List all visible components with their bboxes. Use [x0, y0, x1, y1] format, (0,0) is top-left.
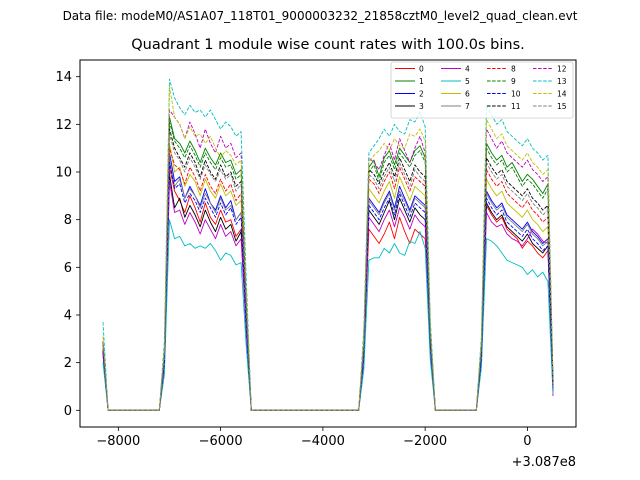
series-line-15	[102, 133, 554, 411]
y-tick-label: 14	[55, 70, 72, 85]
legend-label-2: 2	[419, 89, 424, 98]
legend-label-11: 11	[511, 102, 521, 111]
x-tick-label: −2000	[403, 434, 447, 449]
chart-title: Quadrant 1 module wise count rates with …	[131, 37, 525, 53]
legend-label-8: 8	[511, 64, 516, 73]
series-layer	[102, 78, 554, 411]
x-tick-label: −6000	[199, 434, 243, 449]
y-tick-label: 10	[55, 166, 72, 181]
suptitle: Data file: modeM0/AS1A07_118T01_90000032…	[63, 9, 578, 23]
x-tick-label: 0	[523, 434, 531, 449]
legend-label-13: 13	[557, 77, 567, 86]
x-tick-label: −4000	[301, 434, 345, 449]
legend-label-15: 15	[557, 102, 567, 111]
y-tick-label: 8	[64, 213, 72, 228]
legend-label-3: 3	[419, 102, 424, 111]
y-tick-label: 6	[64, 261, 72, 276]
legend-label-7: 7	[465, 102, 470, 111]
legend-label-6: 6	[465, 89, 470, 98]
legend-label-14: 14	[557, 89, 567, 98]
legend-label-0: 0	[419, 64, 424, 73]
y-tick-label: 2	[64, 356, 72, 371]
legend-label-9: 9	[511, 77, 516, 86]
x-offset-label: +3.087e8	[512, 455, 576, 470]
y-axis: 0 2 4 6 8 10 12 14	[55, 70, 80, 419]
axes-frame	[79, 59, 577, 428]
y-tick-label: 12	[55, 118, 72, 133]
y-tick-label: 0	[64, 404, 72, 419]
x-axis: −8000 −6000 −4000 −2000 0	[96, 427, 532, 449]
legend-label-4: 4	[465, 64, 470, 73]
y-tick-label: 4	[64, 308, 72, 323]
x-tick-label: −8000	[96, 434, 140, 449]
legend-label-5: 5	[465, 77, 470, 86]
legend-label-12: 12	[557, 64, 567, 73]
legend-label-10: 10	[511, 89, 521, 98]
legend-label-1: 1	[419, 77, 424, 86]
legend-frame	[390, 61, 574, 119]
